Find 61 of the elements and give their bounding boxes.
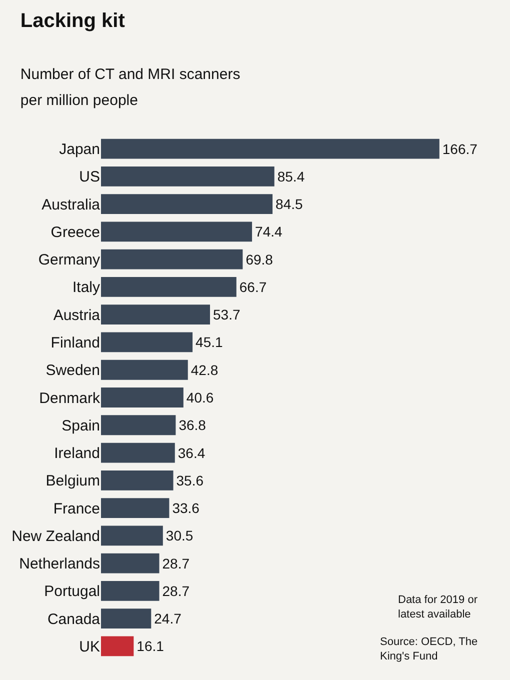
annotation: Data for 2019 or latest available (398, 594, 478, 620)
data-label: 35.6 (176, 472, 204, 488)
y-tick-label: Belgium (46, 472, 100, 490)
y-tick-label: Ireland (54, 445, 100, 462)
data-label: 16.1 (136, 638, 164, 654)
bar (101, 222, 252, 242)
data-label: 33.6 (172, 500, 200, 516)
data-label: 36.8 (178, 417, 206, 434)
y-tick-label: Japan (59, 141, 100, 158)
bar (101, 498, 170, 518)
bar (101, 277, 236, 297)
y-tick-label: Netherlands (19, 556, 100, 573)
bar (101, 166, 274, 186)
y-tick-label: UK (79, 638, 100, 656)
y-tick-label: Portugal (44, 583, 100, 600)
data-label: 36.4 (178, 444, 206, 461)
data-label: 28.7 (162, 582, 190, 599)
bar (101, 470, 174, 490)
data-label: 74.4 (255, 224, 282, 240)
chart-title: Lacking kit (20, 10, 126, 32)
y-tick-label: US (79, 168, 100, 186)
data-label: 40.6 (186, 390, 214, 406)
bar (101, 442, 175, 463)
bar (101, 304, 210, 325)
y-tick-label: Sweden (46, 362, 100, 380)
annotation: Source: OECD, The King's Fund (380, 636, 478, 662)
y-tick-label: Canada (47, 610, 101, 628)
y-tick-label: Denmark (39, 390, 100, 407)
y-tick-label: Austria (53, 306, 101, 324)
y-tick-label: Greece (50, 224, 100, 241)
data-label: 166.7 (442, 140, 478, 157)
y-tick-label: New Zealand (12, 528, 100, 545)
bar (101, 388, 184, 408)
y-tick-label: France (53, 500, 100, 518)
data-label: 45.1 (196, 334, 224, 350)
bar (101, 636, 134, 656)
chart-subtitle: Number of CT and MRI scanners per million people (20, 66, 240, 110)
bar (101, 580, 160, 601)
bar (101, 415, 176, 436)
data-label: 42.8 (190, 362, 218, 378)
bar (101, 553, 160, 574)
data-label: 69.8 (246, 251, 274, 268)
data-label: 84.5 (276, 196, 303, 212)
bar (101, 360, 188, 380)
y-tick-label: Finland (50, 334, 100, 352)
bar (101, 608, 152, 628)
bar (101, 332, 193, 352)
data-label: 28.7 (162, 555, 190, 572)
y-tick-label: Australia (42, 196, 101, 214)
bar (101, 138, 440, 159)
y-tick-label: Spain (62, 417, 100, 434)
data-label: 30.5 (166, 528, 194, 544)
data-label: 24.7 (154, 610, 182, 627)
y-tick-label: Germany (38, 252, 100, 269)
y-tick-label: Italy (72, 279, 100, 296)
data-label: 66.7 (239, 278, 267, 295)
bar (101, 249, 243, 270)
data-label: 85.4 (277, 168, 305, 184)
bar (101, 526, 163, 546)
data-label: 53.7 (213, 306, 240, 323)
bar (101, 194, 273, 214)
